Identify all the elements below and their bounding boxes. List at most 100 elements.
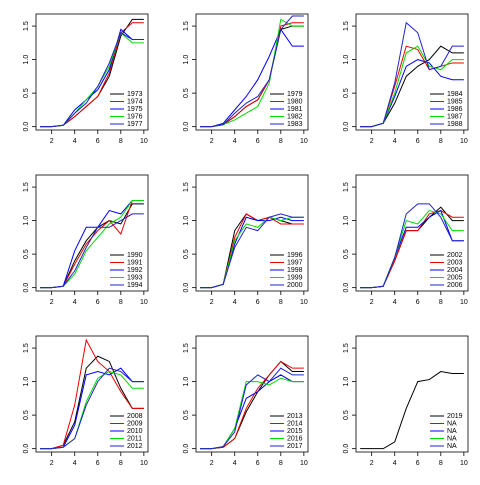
y-tick-label: 1.0 (183, 216, 190, 226)
y-tick-label: 0.0 (343, 283, 350, 293)
x-tick-label: 2 (210, 138, 214, 145)
x-tick-label: 4 (393, 460, 397, 467)
y-tick-label: 0.5 (343, 249, 350, 259)
legend-label: 1980 (287, 98, 303, 105)
legend-label: 2003 (447, 259, 463, 266)
y-tick-label: 1.0 (343, 216, 350, 226)
legend-label: 1996 (287, 252, 303, 259)
legend-label: 1975 (127, 106, 143, 113)
legend-label: 1979 (287, 91, 303, 98)
legend-label: 2005 (447, 274, 463, 281)
y-tick-label: 0.5 (183, 88, 190, 98)
x-tick-label: 2 (370, 460, 374, 467)
legend-label: 1985 (447, 98, 463, 105)
y-tick-label: 0.0 (343, 444, 350, 454)
y-tick-label: 0.5 (23, 249, 30, 259)
x-tick-label: 10 (460, 460, 468, 467)
legend-label: 1994 (127, 282, 143, 289)
x-tick-label: 4 (233, 299, 237, 306)
legend-label: 1976 (127, 113, 143, 120)
x-tick-label: 8 (119, 138, 123, 145)
x-tick-label: 2 (50, 460, 54, 467)
legend-label: 2012 (127, 443, 143, 450)
x-tick-label: 8 (279, 460, 283, 467)
legend-label: 1992 (127, 267, 143, 274)
plot-box (195, 174, 309, 292)
x-tick-label: 4 (233, 460, 237, 467)
legend-label: 1974 (127, 98, 143, 105)
y-tick-label: 0.5 (23, 410, 30, 420)
y-tick-label: 1.0 (343, 377, 350, 387)
legend-label: 1990 (127, 252, 143, 259)
legend-label: 1981 (287, 106, 303, 113)
x-tick-label: 2 (210, 460, 214, 467)
x-tick-label: 10 (300, 460, 308, 467)
legend-label: 2008 (127, 413, 143, 420)
legend-label: 1983 (287, 121, 303, 128)
x-tick-label: 10 (140, 138, 148, 145)
x-tick-label: 8 (119, 299, 123, 306)
y-tick-label: 0.0 (343, 122, 350, 132)
x-tick-label: 10 (140, 460, 148, 467)
plot-box (355, 13, 469, 131)
x-tick-label: 4 (73, 460, 77, 467)
x-tick-label: 6 (256, 299, 260, 306)
x-tick-label: 6 (416, 299, 420, 306)
x-tick-label: 8 (279, 299, 283, 306)
y-tick-label: 1.5 (343, 182, 350, 192)
x-tick-label: 2 (370, 138, 374, 145)
legend-label: 1977 (127, 121, 143, 128)
y-tick-label: 1.0 (183, 55, 190, 65)
y-tick-label: 1.5 (183, 182, 190, 192)
x-tick-label: 10 (140, 299, 148, 306)
y-tick-label: 1.0 (343, 55, 350, 65)
x-tick-label: 8 (439, 138, 443, 145)
y-tick-label: 0.5 (343, 88, 350, 98)
legend-label: NA (447, 420, 457, 427)
y-tick-label: 0.5 (343, 410, 350, 420)
legend-label: 2010 (127, 428, 143, 435)
x-tick-label: 10 (460, 299, 468, 306)
x-tick-label: 4 (73, 138, 77, 145)
legend-label: 1988 (447, 121, 463, 128)
plot-box (355, 335, 469, 453)
y-tick-label: 1.0 (23, 377, 30, 387)
x-tick-label: 6 (96, 460, 100, 467)
y-tick-label: 1.0 (183, 377, 190, 387)
series-line (200, 367, 304, 450)
plot-box (35, 335, 149, 453)
x-tick-label: 8 (119, 460, 123, 467)
legend-label: 2011 (127, 435, 142, 442)
legend-label: 1998 (287, 267, 303, 274)
series-line (40, 367, 144, 450)
series-line (360, 21, 464, 128)
series-line (200, 28, 304, 128)
legend-label: 1991 (127, 259, 143, 266)
legend-label: 1997 (287, 259, 303, 266)
legend-label: 2017 (287, 443, 303, 450)
legend-label: 2009 (127, 420, 143, 427)
x-tick-label: 10 (300, 299, 308, 306)
y-tick-label: 0.5 (183, 410, 190, 420)
series-line (40, 338, 144, 450)
x-tick-label: 6 (256, 460, 260, 467)
legend-label: 1993 (127, 274, 143, 281)
y-tick-label: 1.5 (183, 343, 190, 353)
legend-label: 1999 (287, 274, 303, 281)
x-tick-label: 6 (256, 138, 260, 145)
x-tick-label: 8 (279, 138, 283, 145)
y-tick-label: 1.5 (23, 343, 30, 353)
x-tick-label: 4 (73, 299, 77, 306)
plot-box (35, 13, 149, 131)
legend-label: 2006 (447, 282, 463, 289)
legend-label: 2002 (447, 252, 463, 259)
series-line (360, 371, 464, 450)
plot-box (35, 174, 149, 292)
x-tick-label: 4 (393, 138, 397, 145)
legend-label: 2004 (447, 267, 463, 274)
plot-box (195, 335, 309, 453)
legend-label: 2014 (287, 420, 303, 427)
y-tick-label: 1.0 (23, 55, 30, 65)
x-tick-label: 6 (96, 138, 100, 145)
